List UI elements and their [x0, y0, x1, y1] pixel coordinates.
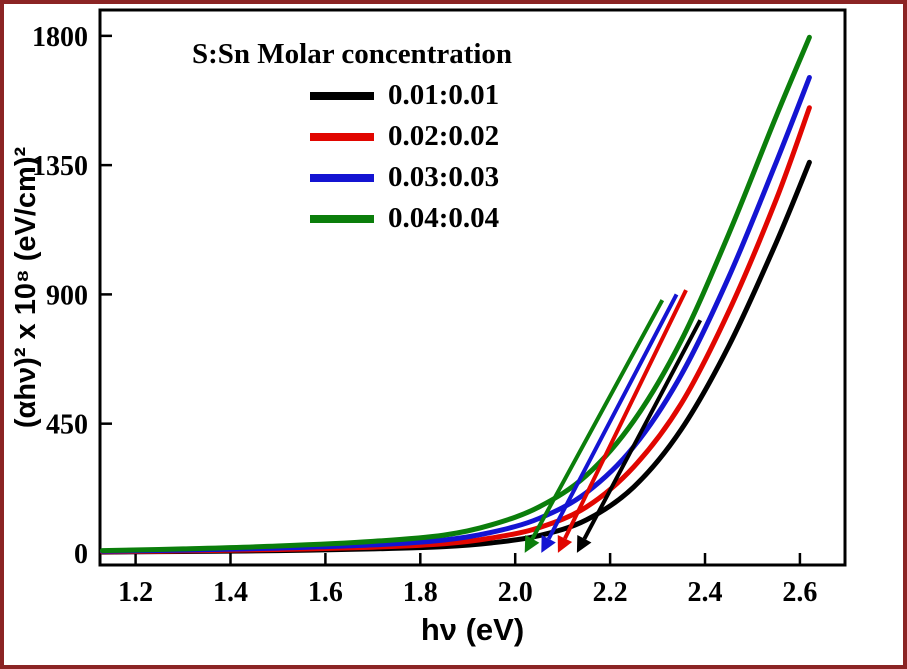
band-gap-arrow-0.03:0.03: [541, 535, 556, 553]
legend-line-swatch: [310, 214, 374, 223]
x-tick-label: 2.0: [498, 577, 533, 608]
y-axis-label: (αhν)² x 10⁸ (eV/cm)²: [10, 146, 42, 429]
legend-label: 0.03:0.03: [388, 161, 500, 193]
curve-0.04:0.04: [99, 34, 812, 554]
legend-title: S:Sn Molar concentration: [192, 38, 513, 70]
x-tick-label: 1.8: [403, 577, 438, 608]
y-tick-label: 0: [74, 539, 88, 570]
legend-label: 0.04:0.04: [388, 202, 500, 234]
legend-item-4: 0.04:0.04: [192, 202, 512, 235]
legend-item-1: 0.01:0.01: [192, 79, 512, 112]
chart-legend: S:Sn Molar concentration 0.01:0.01 0.02:0…: [192, 38, 512, 235]
legend-line-swatch: [310, 173, 374, 182]
band-gap-arrow-0.04:0.04: [524, 535, 540, 553]
legend-line-swatch: [310, 91, 374, 100]
chart-canvas: 1.2 1.4 1.6 1.8 2.0 2.2 2.4 2.6 0 450 900 1350 1800: [32, 8, 847, 608]
band-gap-arrow-0.02:0.02: [557, 535, 573, 553]
y-tick-label: 900: [46, 280, 88, 311]
legend-item-3: 0.03:0.03: [192, 161, 512, 194]
tangent-line-0.04:0.04: [530, 299, 665, 540]
x-tick-label: 2.4: [688, 577, 723, 608]
legend-line-swatch: [310, 132, 374, 141]
x-tick-label: 2.6: [782, 577, 817, 608]
x-tick-label: 1.2: [118, 577, 153, 608]
x-tick-label: 1.6: [308, 577, 343, 608]
tangent-line-0.03:0.03: [546, 293, 679, 540]
legend-rows: 0.01:0.01 0.02:0.02 0.03:0.03 0.04:0.04: [192, 79, 512, 235]
legend-label: 0.01:0.01: [388, 79, 500, 111]
y-tick-label: 450: [46, 410, 88, 441]
tangent-line-0.02:0.02: [563, 289, 688, 540]
legend-label: 0.02:0.02: [388, 120, 500, 152]
tangent-line-0.01:0.01: [582, 319, 703, 540]
band-gap-arrow-0.01:0.01: [576, 535, 592, 553]
y-tick-label: 1800: [32, 22, 88, 53]
x-tick-label: 2.2: [593, 577, 628, 608]
y-tick-label: 1350: [32, 151, 88, 182]
legend-item-2: 0.02:0.02: [192, 120, 512, 153]
x-tick-label: 1.4: [213, 577, 248, 608]
plot-frame: [98, 8, 847, 567]
x-axis-label: hν (eV): [420, 612, 525, 647]
